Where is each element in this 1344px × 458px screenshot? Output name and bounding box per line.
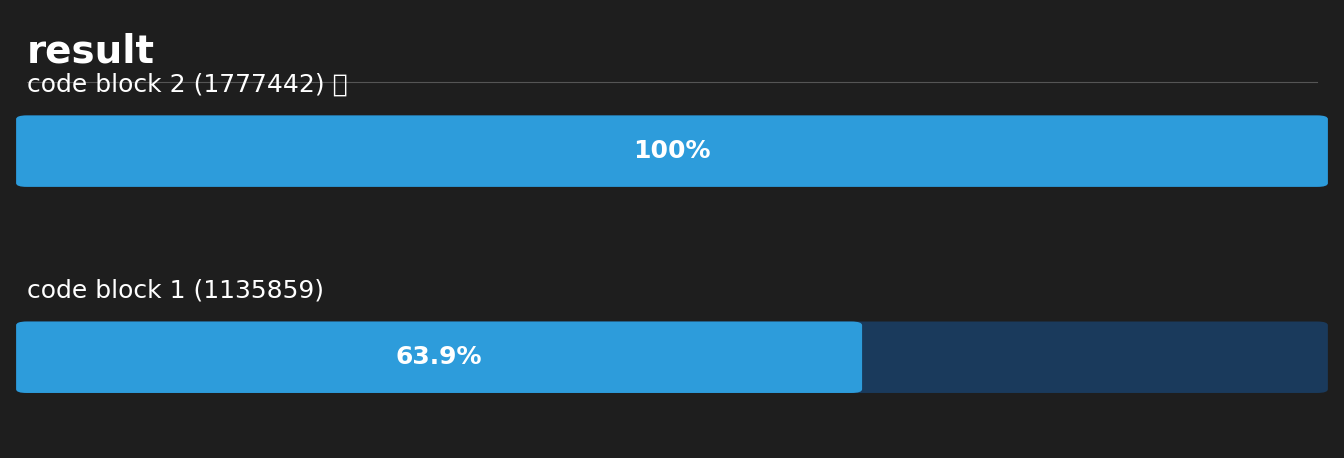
Text: result: result [27,32,155,70]
Text: 100%: 100% [633,139,711,163]
FancyBboxPatch shape [16,115,1328,187]
Text: 63.9%: 63.9% [396,345,482,369]
FancyBboxPatch shape [16,115,1328,187]
FancyBboxPatch shape [16,322,862,393]
Text: code block 2 (1777442) 🏆: code block 2 (1777442) 🏆 [27,72,348,96]
Text: code block 1 (1135859): code block 1 (1135859) [27,278,324,302]
FancyBboxPatch shape [16,322,1328,393]
